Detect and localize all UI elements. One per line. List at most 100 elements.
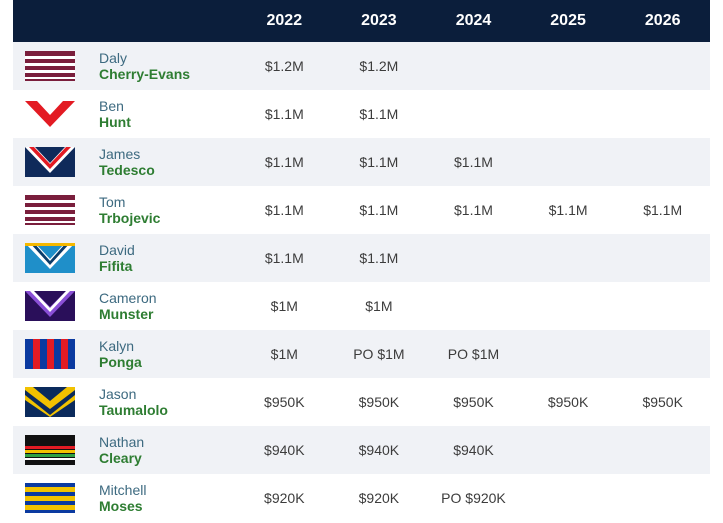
player-last-name: Cleary — [99, 450, 142, 466]
contract-value — [615, 282, 710, 330]
contract-value: $940K — [358, 442, 400, 458]
header-player — [97, 0, 237, 42]
panthers-jersey-icon — [25, 435, 75, 465]
table-header-row: 2022 2023 2024 2025 2026 — [13, 0, 710, 42]
header-year: 2022 — [266, 12, 303, 29]
contract-value: $1M — [365, 298, 393, 314]
player-last-name: Ponga — [99, 354, 142, 370]
storm-jersey-icon — [25, 291, 75, 321]
contract-value — [426, 282, 521, 330]
contract-value: $950K — [453, 394, 494, 410]
contract-value — [426, 42, 521, 90]
player-first-name: Daly — [99, 50, 128, 66]
header-year: 2026 — [644, 12, 681, 29]
contract-value: PO $1M — [447, 346, 500, 362]
player-contracts-table: 2022 2023 2024 2025 2026 Daly Cherry-Eva… — [13, 0, 710, 522]
table-row: Jason Taumalolo $950K $950K $950K $950K … — [13, 378, 710, 426]
contract-value: $1M — [270, 346, 298, 362]
player-last-name: Taumalolo — [99, 402, 168, 418]
player-last-name: Cherry-Evans — [99, 66, 191, 82]
table-row: Tom Trbojevic $1.1M $1.1M $1.1M $1.1M $1… — [13, 186, 710, 234]
contract-value: $1.2M — [359, 58, 399, 74]
header-year: 2025 — [550, 12, 586, 29]
player-last-name: Munster — [99, 306, 154, 322]
contract-value: $1.1M — [454, 202, 493, 218]
contract-value — [615, 234, 710, 282]
contract-value: $950K — [264, 394, 305, 410]
contract-value — [521, 234, 616, 282]
table-row: Ben Hunt $1.1M $1.1M — [13, 90, 710, 138]
contract-value: $1.1M — [359, 154, 399, 170]
player-first-name: Mitchell — [99, 482, 147, 498]
table-row: Daly Cherry-Evans $1.2M $1.2M — [13, 42, 710, 90]
contract-value — [521, 90, 616, 138]
table-row: Cameron Munster $1M $1M — [13, 282, 710, 330]
contract-value — [615, 474, 710, 522]
contract-value — [521, 330, 616, 378]
contract-value: $920K — [358, 490, 400, 506]
contract-value — [615, 138, 710, 186]
contract-value: $1.1M — [643, 202, 683, 218]
contract-value: $1.1M — [359, 250, 399, 266]
header-year: 2023 — [361, 12, 397, 29]
eels-jersey-icon — [25, 483, 75, 513]
table-row: Mitchell Moses $920K $920K PO $920K — [13, 474, 710, 522]
contract-value — [615, 330, 710, 378]
table-row: Kalyn Ponga $1M PO $1M PO $1M — [13, 330, 710, 378]
contract-value: $950K — [547, 394, 589, 410]
contract-value: $1.1M — [264, 106, 304, 122]
player-first-name: Kalyn — [99, 338, 135, 354]
player-first-name: David — [99, 242, 135, 258]
player-last-name: Tedesco — [99, 162, 155, 178]
contract-value: $1.1M — [359, 202, 399, 218]
dragons-jersey-icon — [25, 99, 75, 129]
manly-jersey-icon — [25, 51, 75, 81]
header-jersey — [13, 0, 97, 42]
cowboys-jersey-icon — [25, 387, 75, 417]
player-last-name: Fifita — [99, 258, 133, 274]
contract-value: $1.1M — [264, 250, 304, 266]
table-row: James Tedesco $1.1M $1.1M $1.1M — [13, 138, 710, 186]
contract-value: PO $920K — [441, 490, 506, 506]
player-first-name: Jason — [99, 386, 137, 402]
contract-value: $950K — [642, 394, 683, 410]
roosters-jersey-icon — [25, 147, 75, 177]
contract-value — [615, 42, 710, 90]
contract-value: $1.2M — [264, 58, 304, 74]
contract-value — [426, 234, 521, 282]
contract-value: $1.1M — [454, 154, 493, 170]
contract-value: $1.1M — [264, 154, 304, 170]
contract-value — [521, 42, 616, 90]
player-last-name: Trbojevic — [99, 210, 161, 226]
contract-value: $920K — [264, 490, 305, 506]
contract-value — [521, 282, 616, 330]
contract-value: $950K — [358, 394, 400, 410]
contract-value: $1.1M — [548, 202, 588, 218]
contract-value — [426, 90, 521, 138]
contract-value — [521, 426, 616, 474]
titans-jersey-icon — [25, 243, 75, 273]
contract-value — [521, 138, 616, 186]
manly-jersey-icon — [25, 195, 75, 225]
contract-value — [521, 474, 616, 522]
table-row: Nathan Cleary $940K $940K $940K — [13, 426, 710, 474]
contract-value: PO $1M — [353, 346, 405, 362]
contracts-table-container: 2022 2023 2024 2025 2026 Daly Cherry-Eva… — [13, 0, 710, 522]
player-first-name: James — [99, 146, 141, 162]
contract-value — [615, 426, 710, 474]
player-first-name: Tom — [99, 194, 126, 210]
player-last-name: Hunt — [99, 114, 131, 130]
contract-value: $1M — [270, 298, 298, 314]
player-first-name: Cameron — [99, 290, 157, 306]
player-first-name: Ben — [99, 98, 124, 114]
contract-value: $1.1M — [359, 106, 399, 122]
header-year: 2024 — [455, 12, 492, 29]
contract-value: $940K — [453, 442, 494, 458]
contract-value: $1.1M — [264, 202, 304, 218]
knights-jersey-icon — [25, 339, 75, 369]
table-row: David Fifita $1.1M $1.1M — [13, 234, 710, 282]
player-first-name: Nathan — [99, 434, 145, 450]
player-last-name: Moses — [99, 498, 143, 514]
contract-value — [615, 90, 710, 138]
contract-value: $940K — [264, 442, 305, 458]
